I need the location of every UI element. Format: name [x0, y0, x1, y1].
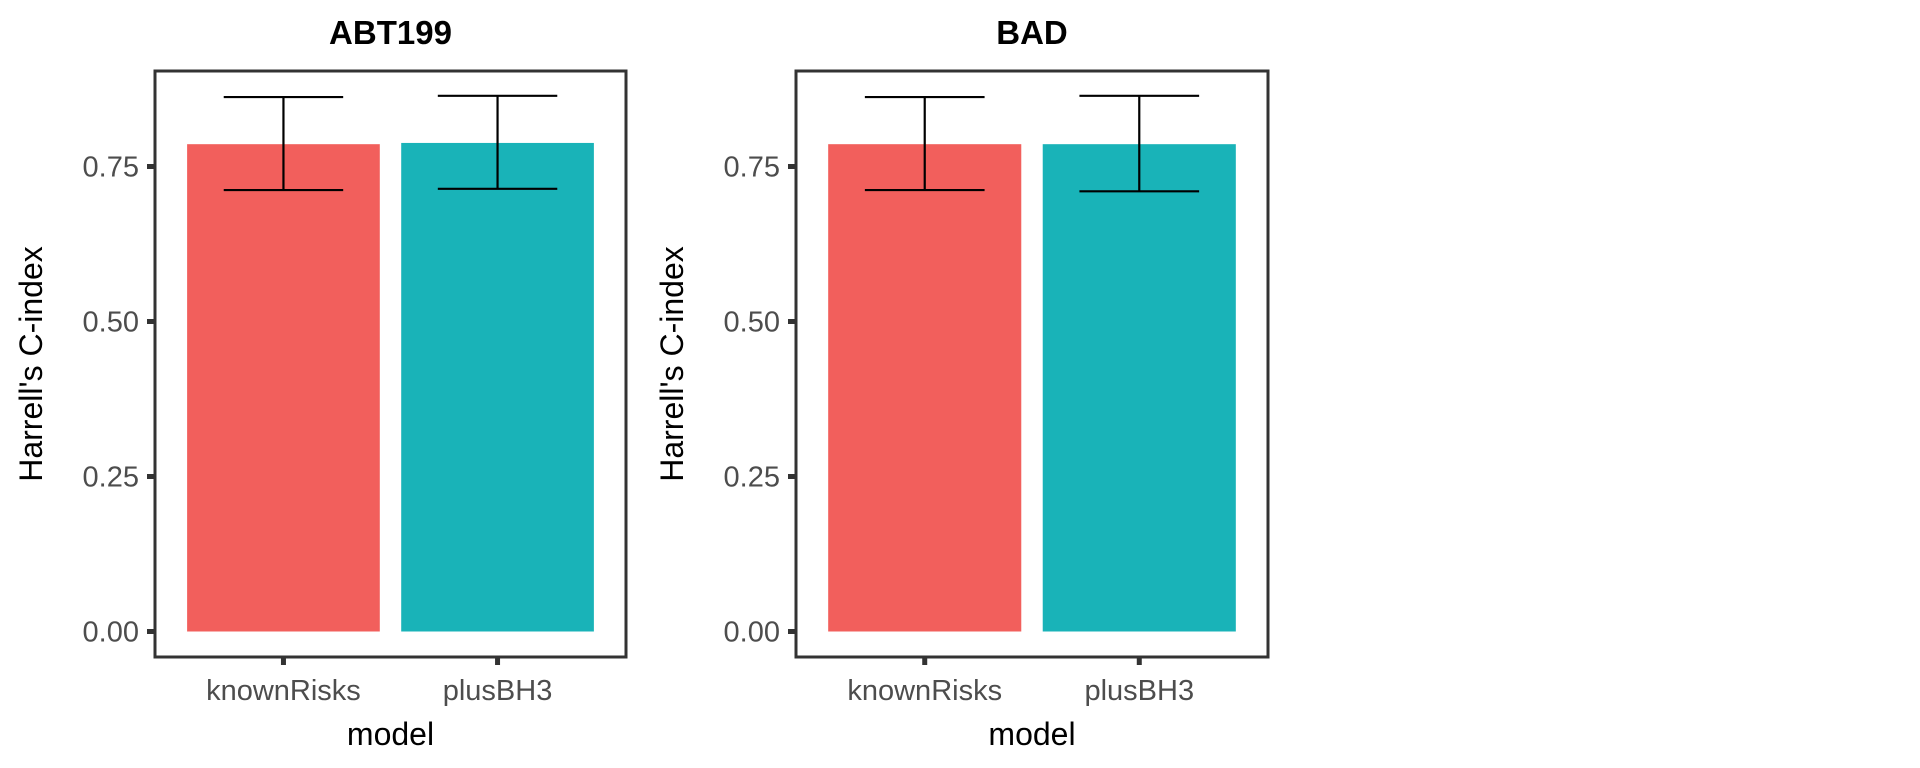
- chart-panel-bad: BAD knownRisks plusBH3 0.00 0.25 0.50 0.75 mode…: [654, 14, 1270, 752]
- x-tick-label: knownRisks: [847, 675, 1002, 707]
- panel-border: [794, 69, 1270, 659]
- x-tick-label: knownRisks: [206, 675, 361, 707]
- error-bar-plusBH3: [437, 94, 558, 190]
- x-tick-label: plusBH3: [443, 675, 553, 707]
- y-tick-label: 0.25: [724, 462, 780, 494]
- chart-panel-abt199: ABT199 knownRisks plusBH3 0.00 0.25 0.50 0.75 m…: [13, 14, 628, 752]
- bar-knownRisks: [187, 144, 380, 632]
- y-tick-label: 0.50: [724, 307, 780, 339]
- error-bar-knownRisks: [864, 95, 985, 192]
- bar-plusBH3: [1042, 144, 1236, 632]
- panel-title: ABT199: [329, 14, 452, 51]
- bar-plusBH3: [401, 142, 594, 632]
- y-tick-label: 0.75: [83, 152, 139, 184]
- panel-border: [153, 69, 628, 659]
- y-tick-label: 0.00: [83, 617, 139, 649]
- y-tick-label: 0.75: [724, 152, 780, 184]
- y-axis-label: Harrell's C-index: [654, 246, 690, 482]
- x-axis-label: model: [988, 716, 1075, 752]
- bar-knownRisks: [828, 144, 1022, 632]
- y-axis-label: Harrell's C-index: [13, 246, 49, 482]
- y-tick-label: 0.00: [724, 617, 780, 649]
- panel-title: BAD: [996, 14, 1068, 51]
- y-tick-label: 0.50: [83, 307, 139, 339]
- x-axis-label: model: [347, 716, 434, 752]
- error-bar-knownRisks: [223, 95, 344, 192]
- x-tick-label: plusBH3: [1084, 675, 1194, 707]
- error-bar-plusBH3: [1079, 94, 1200, 193]
- y-tick-label: 0.25: [83, 462, 139, 494]
